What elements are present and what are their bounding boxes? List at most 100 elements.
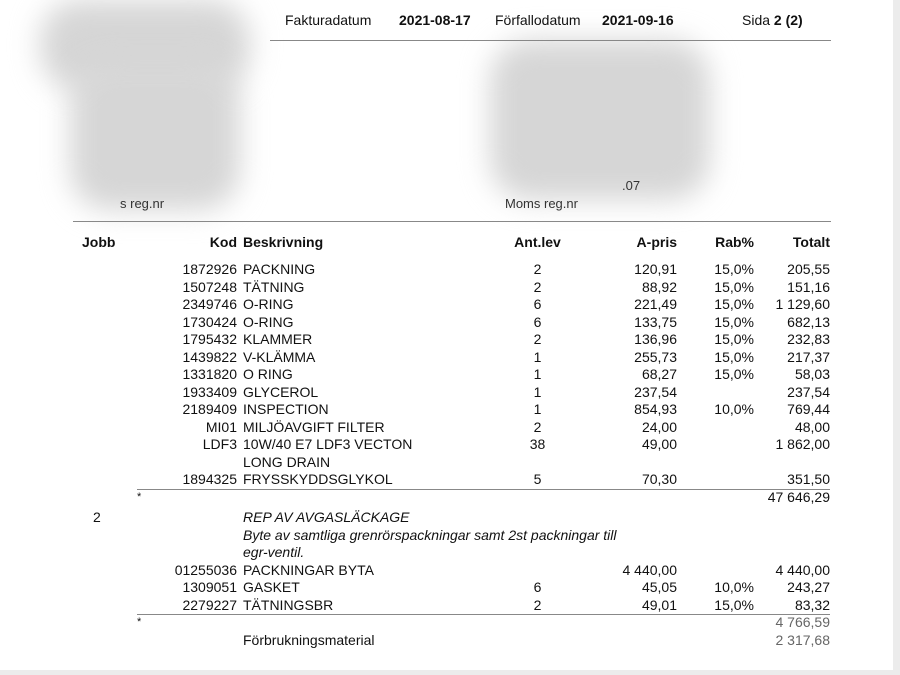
cell-ant: 2 bbox=[533, 331, 542, 347]
cell-desc: KLAMMER bbox=[243, 331, 313, 347]
cell-ant: 6 bbox=[533, 579, 542, 595]
page-number: Sida 2 (2) bbox=[742, 12, 803, 28]
cell-tot: 151,16 bbox=[787, 278, 830, 295]
invoice-date-label: Fakturadatum bbox=[285, 12, 372, 28]
redacted-area bbox=[70, 60, 240, 210]
cell-rab: 15,0% bbox=[714, 348, 754, 365]
subtotal-row: * 4 766,59 bbox=[0, 614, 893, 632]
job-note-row: Byte av samtliga grenrörspackningar samt… bbox=[0, 527, 893, 545]
cell-apris: 221,49 bbox=[634, 296, 677, 312]
cell-ant: 6 bbox=[533, 296, 542, 312]
cell-ant: 6 bbox=[533, 313, 542, 330]
cell-desc: TÄTNINGSBR bbox=[243, 596, 334, 613]
cell-rab: 15,0% bbox=[714, 278, 754, 295]
cell-apris: 49,00 bbox=[641, 436, 677, 452]
cell-apris: 4 440,00 bbox=[622, 561, 678, 578]
table-row: 1933409 GLYCEROL 1 237,54 237,54 bbox=[0, 384, 893, 402]
table-header: Jobb Kod Beskrivning Ant.lev A-pris Rab%… bbox=[0, 232, 893, 252]
col-beskrivning: Beskrivning bbox=[243, 234, 324, 250]
consumables-row: Förbrukningsmaterial 2 317,68 bbox=[0, 632, 893, 650]
table-row: 1730424 O-RING 6 133,75 15,0% 682,13 bbox=[0, 314, 893, 332]
divider bbox=[73, 221, 831, 222]
table-row: LONG DRAIN bbox=[0, 454, 893, 472]
cell-kod: 1730424 bbox=[182, 313, 237, 330]
cell-apris: 45,05 bbox=[641, 579, 677, 595]
due-date-label: Förfallodatum bbox=[495, 12, 581, 28]
cell-kod: MI01 bbox=[205, 418, 237, 435]
cell-ant: 1 bbox=[533, 348, 542, 365]
table-row: 1309051 GASKET 6 45,05 10,0% 243,27 bbox=[0, 579, 893, 597]
table-row: 2189409 INSPECTION 1 854,93 10,0% 769,44 bbox=[0, 401, 893, 419]
cell-desc: INSPECTION bbox=[243, 401, 329, 417]
subtotal-value: 4 766,59 bbox=[775, 614, 831, 630]
cell-apris: 136,96 bbox=[634, 331, 677, 347]
cell-apris: 255,73 bbox=[634, 348, 677, 365]
subtotal-marker: * bbox=[137, 616, 142, 628]
cell-desc: O-RING bbox=[243, 313, 294, 330]
divider bbox=[270, 40, 831, 41]
cell-apris: 120,91 bbox=[634, 261, 677, 277]
cell-ant: 38 bbox=[529, 436, 546, 452]
cell-tot: 83,32 bbox=[794, 596, 830, 613]
cell-kod: 1933409 bbox=[182, 383, 237, 400]
subtotal-divider bbox=[137, 488, 830, 490]
consumables-label: Förbrukningsmaterial bbox=[243, 631, 375, 648]
subtotal-row: * 47 646,29 bbox=[0, 489, 893, 507]
col-ant-lev: Ant.lev bbox=[514, 234, 561, 250]
cell-desc: PACKNING bbox=[243, 261, 316, 277]
col-rab: Rab% bbox=[715, 234, 754, 250]
cell-apris: 88,92 bbox=[641, 278, 677, 295]
cell-apris: 854,93 bbox=[634, 401, 677, 417]
cell-desc: 10W/40 E7 LDF3 VECTON bbox=[243, 436, 413, 452]
page-label: Sida bbox=[742, 12, 771, 28]
table-row: 2349746 O-RING 6 221,49 15,0% 1 129,60 bbox=[0, 296, 893, 314]
invoice-date: 2021-08-17 bbox=[399, 12, 471, 28]
cell-apris: 49,01 bbox=[641, 596, 677, 613]
cell-kod: 1872926 bbox=[182, 261, 237, 277]
cell-desc: O RING bbox=[243, 366, 293, 382]
cell-desc: PACKNINGAR BYTA bbox=[243, 561, 374, 578]
cell-ant: 5 bbox=[533, 471, 542, 487]
job-title-row: 2 REP AV AVGASLÄCKAGE bbox=[0, 509, 893, 527]
cell-ant: 2 bbox=[533, 596, 542, 613]
job-note: egr-ventil. bbox=[243, 544, 305, 560]
cell-rab: 10,0% bbox=[714, 401, 754, 417]
cell-apris: 70,30 bbox=[641, 471, 677, 487]
col-totalt: Totalt bbox=[792, 234, 830, 250]
job-title: REP AV AVGASLÄCKAGE bbox=[243, 509, 410, 525]
cell-desc: GASKET bbox=[243, 579, 300, 595]
cell-kod: 1439822 bbox=[182, 348, 237, 365]
cell-tot: 1 862,00 bbox=[775, 436, 831, 452]
number-fragment: .07 bbox=[622, 178, 641, 193]
cell-tot: 217,37 bbox=[787, 348, 830, 365]
subtotal-value: 47 646,29 bbox=[767, 488, 830, 505]
cell-tot: 205,55 bbox=[787, 261, 830, 277]
cell-rab: 15,0% bbox=[714, 296, 754, 312]
cell-apris: 24,00 bbox=[641, 418, 677, 435]
table-row: 1331820 O RING 1 68,27 15,0% 58,03 bbox=[0, 366, 893, 384]
job-note: Byte av samtliga grenrörspackningar samt… bbox=[243, 526, 617, 543]
cell-ant: 2 bbox=[533, 261, 542, 277]
col-kod: Kod bbox=[209, 234, 237, 250]
cell-kod: 1795432 bbox=[182, 331, 237, 347]
cell-tot: 682,13 bbox=[787, 313, 830, 330]
cell-ant: 1 bbox=[533, 383, 542, 400]
table-row: MI01 MILJÖAVGIFT FILTER 2 24,00 48,00 bbox=[0, 419, 893, 437]
due-date: 2021-09-16 bbox=[602, 12, 674, 28]
cell-kod: 1309051 bbox=[182, 579, 237, 595]
cell-desc: O-RING bbox=[243, 296, 294, 312]
cell-kod: 2349746 bbox=[182, 296, 237, 312]
cell-desc: GLYCEROL bbox=[243, 383, 319, 400]
cell-apris: 237,54 bbox=[634, 383, 677, 400]
cell-kod: 1894325 bbox=[182, 471, 237, 487]
invoice-lines-table: Jobb Kod Beskrivning Ant.lev A-pris Rab%… bbox=[0, 232, 893, 649]
table-row: LDF3 10W/40 E7 LDF3 VECTON 38 49,00 1 862,00 bbox=[0, 436, 893, 454]
cell-rab: 15,0% bbox=[714, 331, 754, 347]
cell-desc: FRYSSKYDDSGLYKOL bbox=[243, 471, 393, 487]
table-row: 1894325 FRYSSKYDDSGLYKOL 5 70,30 351,50 bbox=[0, 471, 893, 490]
cell-desc: TÄTNING bbox=[243, 278, 305, 295]
col-jobb: Jobb bbox=[82, 234, 116, 250]
cell-ant: 1 bbox=[533, 401, 542, 417]
cell-ant: 1 bbox=[533, 366, 542, 382]
